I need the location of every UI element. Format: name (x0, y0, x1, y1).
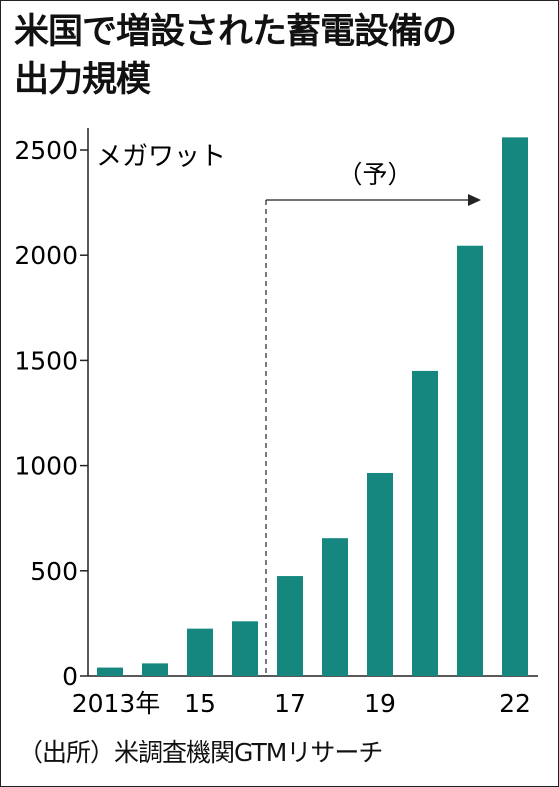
source-note: （出所）米調査機関GTMリサーチ (18, 738, 383, 767)
bar-2018 (322, 538, 348, 676)
y-tick-label: 500 (30, 557, 78, 586)
y-tick-label: 2000 (14, 241, 78, 270)
bars-group (97, 137, 528, 677)
bar-2016 (232, 621, 258, 676)
chart-title: 米国で増設された蓄電設備の 出力規模 (14, 8, 554, 104)
x-axis-labels: 2013年 15 17 19 22 (72, 689, 531, 718)
y-tick-label: 0 (62, 662, 78, 691)
x-tick-label: 2013年 (72, 689, 161, 718)
bar-2013 (97, 667, 123, 676)
bar-2014 (142, 663, 168, 676)
forecast-label: （予） (337, 160, 412, 189)
chart-title-line-2: 出力規模 (14, 60, 151, 100)
bar-2017 (277, 576, 303, 676)
chart-title-line-1: 米国で増設された蓄電設備の (14, 12, 457, 52)
y-tick-label: 1000 (14, 452, 78, 481)
forecast-arrow-head (468, 194, 481, 206)
y-axis-ticks: 0 500 1000 1500 2000 2500 (14, 136, 88, 691)
bar-2022 (502, 137, 528, 677)
bar-2020 (412, 370, 438, 676)
x-tick-label: 17 (274, 689, 306, 718)
x-tick-label: 22 (499, 689, 531, 718)
y-tick-label: 2500 (14, 136, 78, 165)
bar-2015 (187, 628, 213, 676)
unit-label: メガワット (96, 142, 226, 172)
x-tick-label: 15 (184, 689, 216, 718)
bar-2021 (457, 245, 483, 676)
x-tick-label: 19 (364, 689, 396, 718)
bar-2019 (367, 472, 393, 676)
y-tick-label: 1500 (14, 346, 78, 375)
